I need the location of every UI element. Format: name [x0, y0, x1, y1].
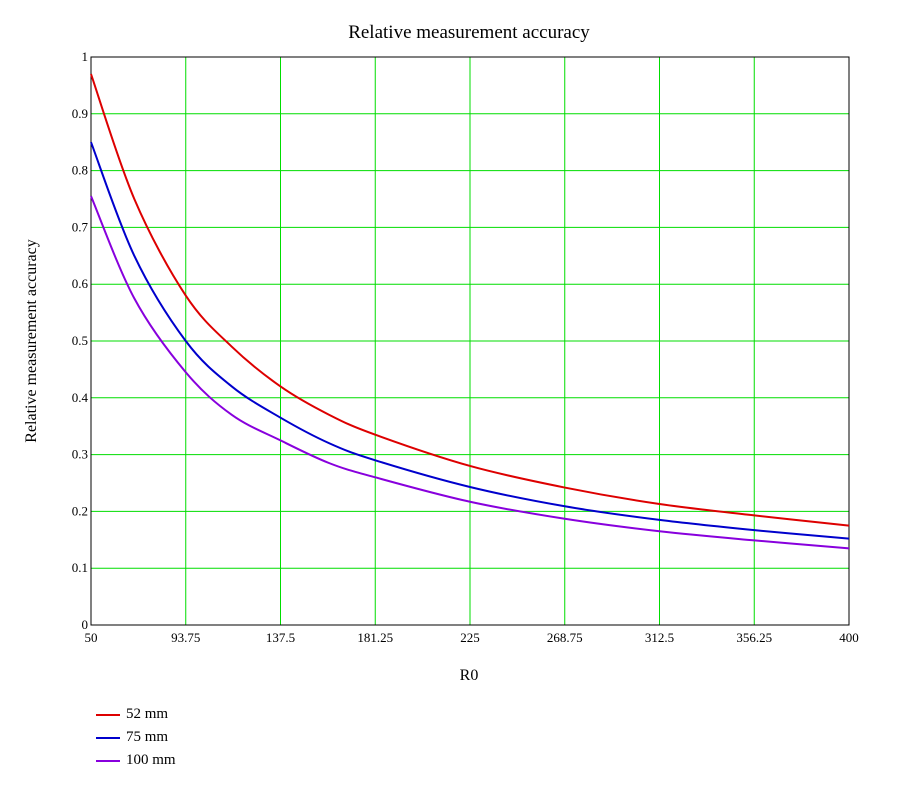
y-axis-label: Relative measurement accuracy [23, 239, 40, 442]
legend-item: 52 mm [96, 703, 176, 726]
grid [91, 57, 849, 625]
x-tick-label: 268.75 [547, 630, 583, 645]
legend-swatch [96, 736, 120, 739]
x-tick-label: 356.25 [736, 630, 772, 645]
x-tick-label: 400 [839, 630, 859, 645]
y-tick-label: 0.7 [72, 219, 89, 234]
chart-title: Relative measurement accuracy [348, 22, 590, 43]
tick-labels: 50 93.75 137.5 181.25 225 268.75 312.5 356.25 40… [72, 49, 859, 645]
y-tick-label: 0.1 [72, 560, 88, 575]
legend-label: 75 mm [126, 729, 169, 745]
x-tick-label: 50 [85, 630, 98, 645]
legend-label: 100 mm [126, 752, 176, 768]
legend-label: 52 mm [126, 706, 169, 722]
legend-swatch [96, 759, 120, 762]
y-tick-label: 0.9 [72, 106, 88, 121]
x-tick-label: 93.75 [171, 630, 200, 645]
series-line-75-mm [90, 141, 850, 540]
x-tick-label: 137.5 [266, 630, 295, 645]
y-tick-label: 0.2 [72, 503, 88, 518]
y-tick-label: 0.5 [72, 333, 88, 348]
y-tick-label: 0.6 [72, 276, 89, 291]
y-tick-label: 1 [82, 49, 89, 64]
series-line-52-mm [90, 73, 850, 527]
legend-item: 100 mm [96, 749, 176, 772]
x-axis-label: R0 [460, 667, 479, 684]
series-line-100-mm [90, 195, 850, 550]
y-tick-label: 0.4 [72, 390, 89, 405]
legend-swatch [96, 713, 120, 716]
plot-frame [90, 56, 850, 626]
legend-item: 75 mm [96, 726, 176, 749]
x-tick-label: 312.5 [645, 630, 674, 645]
x-tick-label: 225 [460, 630, 480, 645]
y-tick-label: 0.8 [72, 163, 88, 178]
y-tick-label: 0.3 [72, 447, 88, 462]
series-lines [90, 73, 850, 550]
x-tick-label: 181.25 [357, 630, 393, 645]
y-tick-label: 0 [82, 617, 89, 632]
legend: 52 mm 75 mm 100 mm [96, 703, 176, 772]
